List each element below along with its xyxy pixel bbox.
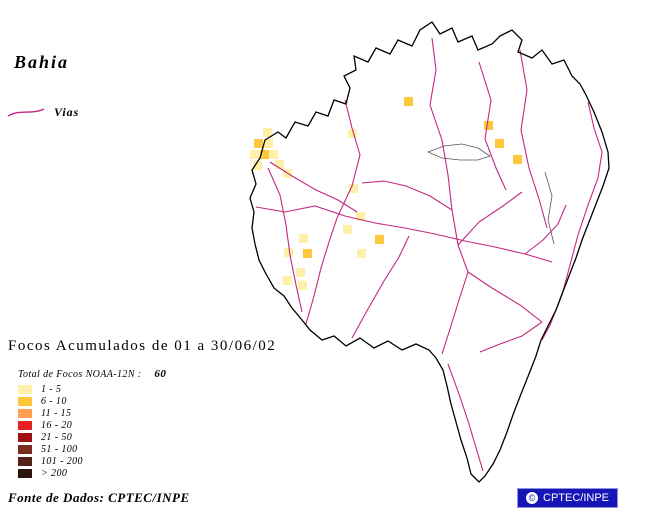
fire-hotspot-cell xyxy=(296,268,305,277)
fire-hotspot-cell xyxy=(254,139,263,148)
legend-range-label: > 200 xyxy=(41,468,68,479)
legend-swatch xyxy=(18,409,32,418)
page-title: Bahia xyxy=(14,52,70,72)
legend-item: 51 - 100 xyxy=(18,444,166,455)
road-line xyxy=(457,191,523,246)
legend-range-label: 51 - 100 xyxy=(41,444,78,455)
road-sample-line xyxy=(7,108,45,117)
road-sample-icon xyxy=(7,108,45,117)
fire-hotspot-cell xyxy=(253,161,262,170)
legend-item: 21 - 50 xyxy=(18,432,166,443)
legend-swatch xyxy=(18,445,32,454)
vias-legend: Vias xyxy=(6,104,79,120)
legend-item: 1 - 5 xyxy=(18,384,166,395)
fire-hotspot-cell xyxy=(250,150,259,159)
fire-hotspot-cell xyxy=(299,234,308,243)
cptec-badge: © CPTEC/INPE xyxy=(517,488,619,508)
legend-swatch xyxy=(18,421,32,430)
fire-hotspot-cell xyxy=(513,155,522,164)
road-line xyxy=(478,61,507,191)
cptec-badge-text: CPTEC/INPE xyxy=(543,492,610,504)
road-line xyxy=(524,204,567,255)
fire-hotspot-cell xyxy=(375,235,384,244)
road-line xyxy=(441,271,469,355)
river-line xyxy=(427,143,491,161)
total-focos-value: 60 xyxy=(154,368,167,380)
fire-hotspot-cell xyxy=(357,249,366,258)
copyright-icon: © xyxy=(526,492,538,504)
road-line xyxy=(336,99,361,219)
state-outline xyxy=(249,21,610,483)
fire-hotspot-cell xyxy=(343,225,352,234)
fire-hotspot-cell xyxy=(269,150,278,159)
legend-swatch xyxy=(18,385,32,394)
legend-swatch xyxy=(18,469,32,478)
road-line xyxy=(255,205,553,263)
fire-hotspot-cell xyxy=(495,139,504,148)
legend-swatch xyxy=(18,397,32,406)
fire-hotspot-cell xyxy=(348,129,357,138)
legend-range-label: 11 - 15 xyxy=(41,408,72,419)
legend-title: Total de Focos NOAA-12N : 60 xyxy=(18,368,166,380)
vias-label: Vias xyxy=(54,104,80,119)
fire-hotspot-cell xyxy=(349,184,358,193)
legend-range-label: 101 - 200 xyxy=(41,456,83,467)
legend-item: 16 - 20 xyxy=(18,420,166,431)
road-line xyxy=(519,49,548,229)
legend-range-label: 6 - 10 xyxy=(41,396,67,407)
road-line xyxy=(267,167,303,313)
legend-swatch xyxy=(18,457,32,466)
focos-title: Focos Acumulados de 01 a 30/06/02 xyxy=(8,338,277,354)
legend-item: 6 - 10 xyxy=(18,396,166,407)
fire-hotspot-cell xyxy=(303,249,312,258)
legend-swatch xyxy=(18,433,32,442)
road-line xyxy=(305,217,338,325)
total-focos-label: Total de Focos NOAA-12N : xyxy=(18,369,142,380)
state-fill xyxy=(250,22,609,482)
legend-item: 101 - 200 xyxy=(18,456,166,467)
road-line xyxy=(361,180,453,211)
fire-hotspot-cell xyxy=(284,248,293,257)
legend-item: > 200 xyxy=(18,468,166,479)
legend-range-label: 21 - 50 xyxy=(41,432,73,443)
fire-hotspot-cell xyxy=(404,97,413,106)
fire-hotspot-cell xyxy=(356,212,365,221)
fire-hotspot-cell xyxy=(260,150,269,159)
fire-hotspot-cell xyxy=(264,139,273,148)
fire-hotspot-cell xyxy=(484,121,493,130)
fire-hotspot-cell xyxy=(283,276,292,285)
road-line xyxy=(447,363,484,472)
legend-range-label: 1 - 5 xyxy=(41,384,62,395)
data-source-label: Fonte de Dados: CPTEC/INPE xyxy=(8,490,190,505)
road-line xyxy=(269,161,358,213)
road-line xyxy=(351,235,410,339)
road-line xyxy=(479,321,543,353)
legend-item: 11 - 15 xyxy=(18,408,166,419)
fire-hotspot-cell xyxy=(298,281,307,290)
fire-hotspot-cell xyxy=(263,128,272,137)
legend-range-label: 16 - 20 xyxy=(41,420,73,431)
fire-hotspot-cell xyxy=(275,160,284,169)
